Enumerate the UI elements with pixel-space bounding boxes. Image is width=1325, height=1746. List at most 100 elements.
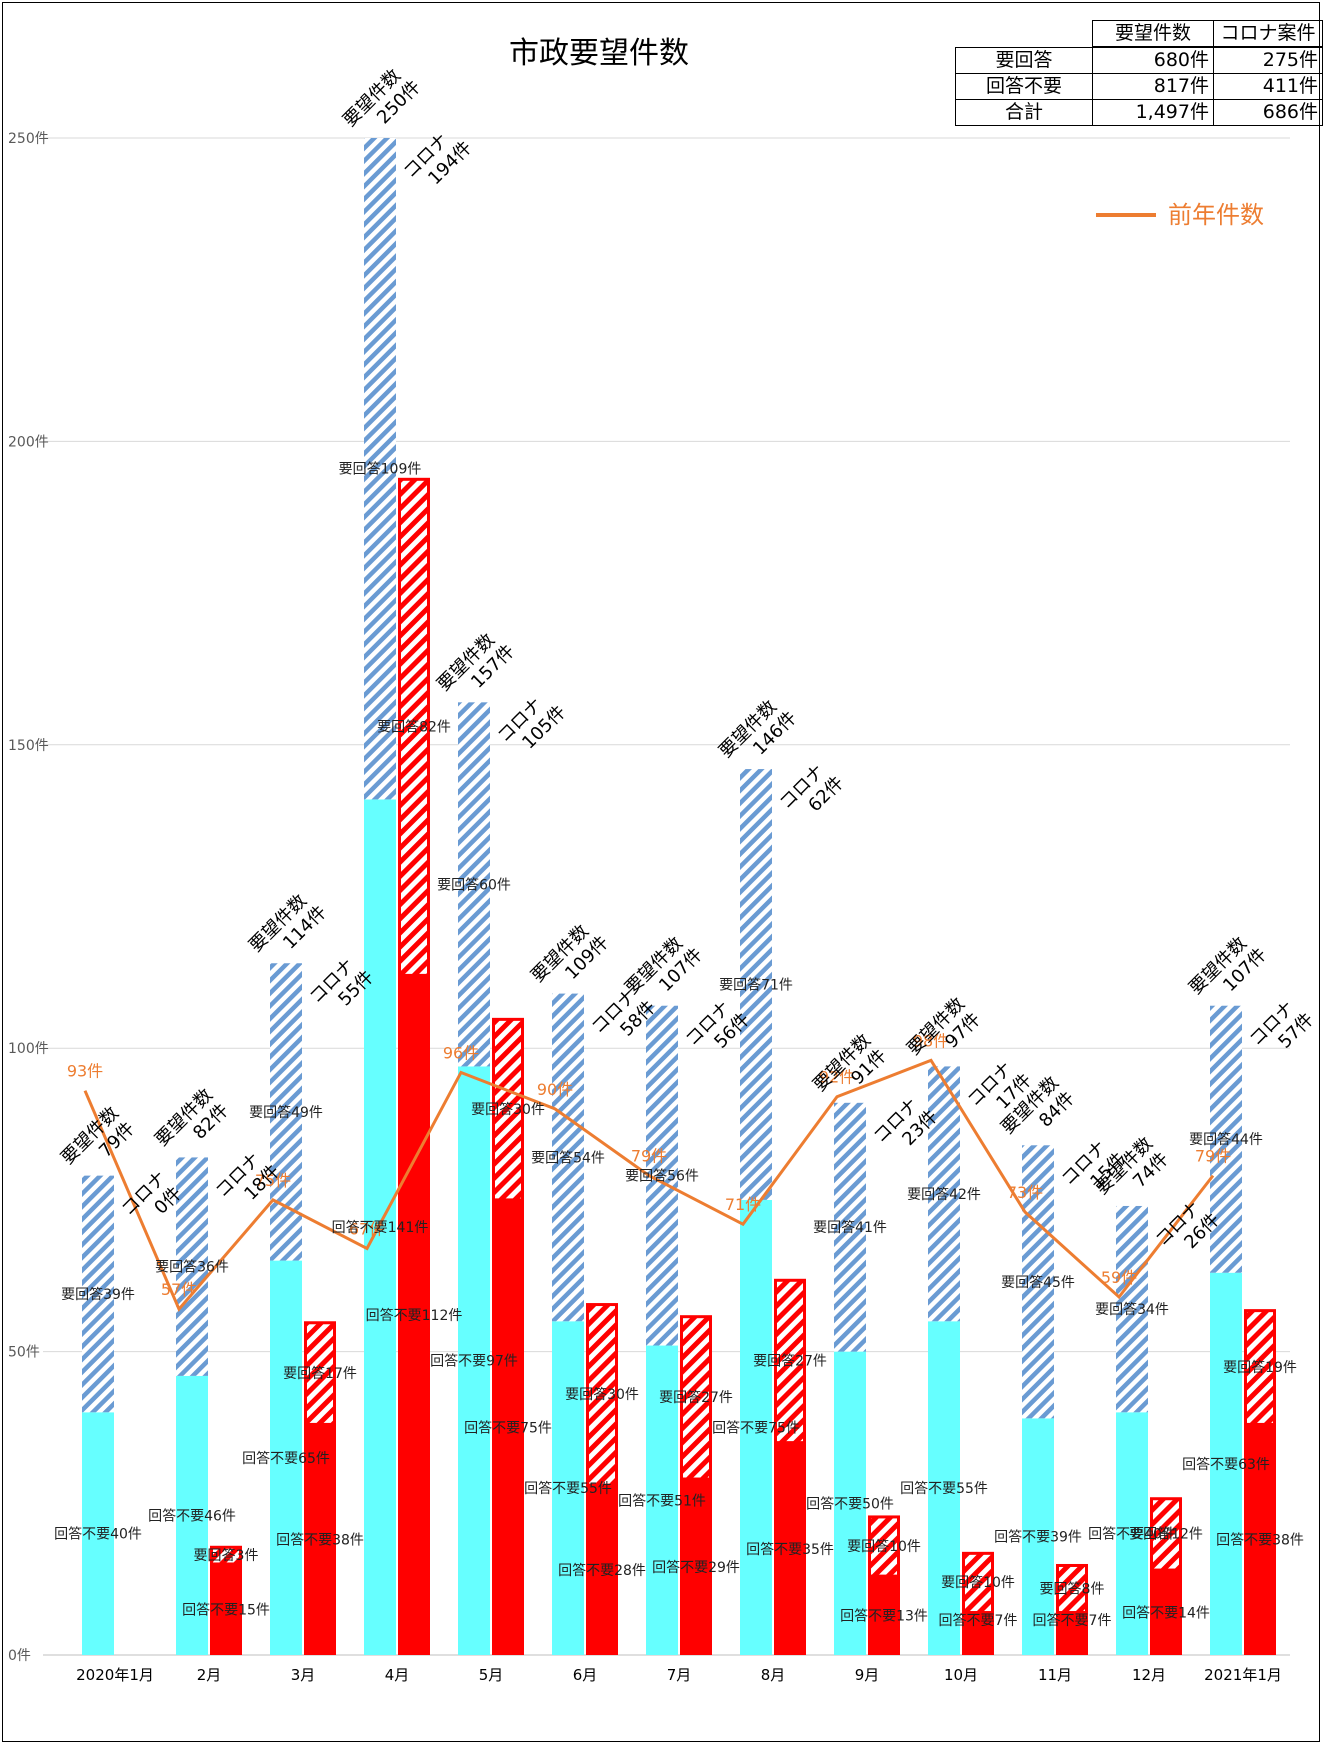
x-tick-label: 2020年1月 (76, 1666, 154, 1684)
label-prev-year: 92件 (819, 1068, 855, 1087)
y-tick-label: 250件 (8, 131, 49, 147)
y-tick-label: 100件 (8, 1041, 49, 1057)
summary-row-label: 回答不要 (955, 73, 1093, 100)
bar-corona-reply-needed (304, 1321, 336, 1426)
label-corona-no-reply: 回答不要7件 (1033, 1612, 1112, 1629)
bar-corona-reply-needed (398, 477, 430, 977)
bar-corona-no-reply (210, 1563, 242, 1655)
bar-total-reply-needed (1022, 1145, 1054, 1419)
x-tick-label: 2月 (197, 1666, 222, 1684)
bar-total-no-reply (646, 1345, 678, 1655)
label-prev-year: 79件 (631, 1147, 667, 1166)
label-corona-reply-needed: 要回答12件 (1129, 1526, 1203, 1543)
label-total-reply-needed: 要回答42件 (907, 1186, 981, 1203)
x-tick-label: 3月 (291, 1666, 316, 1684)
bar-corona-no-reply (398, 975, 430, 1655)
bar-corona-no-reply (304, 1424, 336, 1655)
summary-table: 要望件数 コロナ案件 要回答 680件 275件 回答不要 817件 411件 … (955, 20, 1323, 126)
x-tick-label: 2021年1月 (1204, 1666, 1282, 1684)
label-total-reply-needed: 要回答109件 (339, 461, 422, 478)
summary-cell: 275件 (1213, 46, 1323, 74)
label-corona-reply-needed: 要回答17件 (283, 1365, 357, 1382)
bar-total-no-reply (82, 1412, 114, 1655)
label-prev-year: 98件 (913, 1031, 949, 1050)
summary-col-corona: コロナ案件 (1213, 20, 1323, 48)
label-corona-reply-needed: 要回答10件 (941, 1574, 1015, 1591)
bar-total-no-reply (740, 1199, 772, 1655)
label-total-reply-needed: 要回答71件 (719, 976, 793, 993)
label-corona-reply-needed: 要回答27件 (753, 1353, 827, 1370)
bar-total-reply-needed (458, 702, 490, 1067)
summary-cell: 1,497件 (1092, 99, 1214, 126)
label-prev-year: 71件 (725, 1195, 761, 1214)
label-total-no-reply: 回答不要51件 (618, 1492, 706, 1509)
label-total-reply-needed: 要回答39件 (61, 1286, 135, 1303)
bar-corona-no-reply (1056, 1612, 1088, 1655)
x-tick-label: 6月 (573, 1666, 598, 1684)
label-corona-no-reply: 回答不要38件 (276, 1532, 364, 1549)
bar-corona-no-reply (962, 1612, 994, 1655)
bar-total-reply-needed (1116, 1205, 1148, 1413)
bar-corona-no-reply (680, 1479, 712, 1655)
label-prev-year: 59件 (1101, 1268, 1137, 1287)
bar-total-reply-needed (740, 769, 772, 1200)
label-prev-year: 75件 (255, 1171, 291, 1190)
bar-total-reply-needed (552, 993, 584, 1322)
summary-cell: 411件 (1213, 73, 1323, 100)
label-total-reply-needed: 要回答56件 (625, 1168, 699, 1185)
bar-total-no-reply (834, 1351, 866, 1655)
label-total-reply-needed: 要回答45件 (1001, 1274, 1075, 1291)
bar-corona-reply-needed (1244, 1309, 1276, 1426)
bar-corona-reply-needed (210, 1545, 242, 1566)
x-tick-label: 10月 (944, 1666, 978, 1684)
y-tick-label: 0件 (8, 1648, 31, 1664)
chart-title: 市政要望件数 (509, 36, 689, 71)
label-corona-reply-needed: 要回答82件 (377, 719, 451, 736)
y-tick-label: 150件 (8, 738, 49, 754)
label-total-no-reply: 回答不要50件 (806, 1495, 894, 1512)
label-corona-reply-needed: 要回答30件 (565, 1386, 639, 1403)
label-corona-no-reply: 回答不要15件 (182, 1601, 270, 1618)
label-corona-no-reply: 回答不要35件 (746, 1541, 834, 1558)
line-prev-year (83, 1058, 1215, 1312)
x-tick-label: 5月 (479, 1666, 504, 1684)
label-total-no-reply: 回答不要46件 (148, 1507, 236, 1524)
bar-corona-no-reply (1150, 1570, 1182, 1655)
label-corona-no-reply: 回答不要38件 (1216, 1532, 1304, 1549)
bar-total-no-reply (1022, 1418, 1054, 1655)
label-corona-reply-needed: 要回答30件 (471, 1101, 545, 1118)
label-corona-reply-needed: 要回答19件 (1223, 1359, 1297, 1376)
x-tick-label: 9月 (855, 1666, 880, 1684)
bar-corona-reply-needed (868, 1515, 900, 1578)
bar-total-reply-needed (82, 1175, 114, 1413)
label-corona-reply-needed: 要回答10件 (847, 1538, 921, 1555)
label-corona-no-reply: 回答不要28件 (558, 1562, 646, 1579)
summary-corner (956, 21, 1093, 48)
x-tick-label: 11月 (1038, 1666, 1072, 1684)
label-total-no-reply: 回答不要40件 (1088, 1526, 1176, 1543)
label-corona-no-reply: 回答不要75件 (464, 1419, 552, 1436)
label-prev-year: 79件 (1195, 1147, 1231, 1166)
label-total-reply-needed: 要回答41件 (813, 1219, 887, 1236)
legend-label-prev-year: 前年件数 (1168, 201, 1264, 229)
label-total-no-reply: 回答不要55件 (524, 1480, 612, 1497)
label-corona-no-reply: 回答不要7件 (939, 1612, 1018, 1629)
bar-total-no-reply (176, 1375, 208, 1655)
label-corona-reply-needed: 要回答8件 (1040, 1580, 1105, 1597)
summary-col-requests: 要望件数 (1092, 20, 1214, 48)
summary-row-label: 合計 (955, 99, 1093, 126)
label-total-reply-needed: 要回答60件 (437, 876, 511, 893)
x-tick-label: 7月 (667, 1666, 692, 1684)
bar-total-no-reply (270, 1260, 302, 1655)
summary-cell: 686件 (1213, 99, 1323, 126)
summary-row-label: 要回答 (955, 46, 1093, 74)
